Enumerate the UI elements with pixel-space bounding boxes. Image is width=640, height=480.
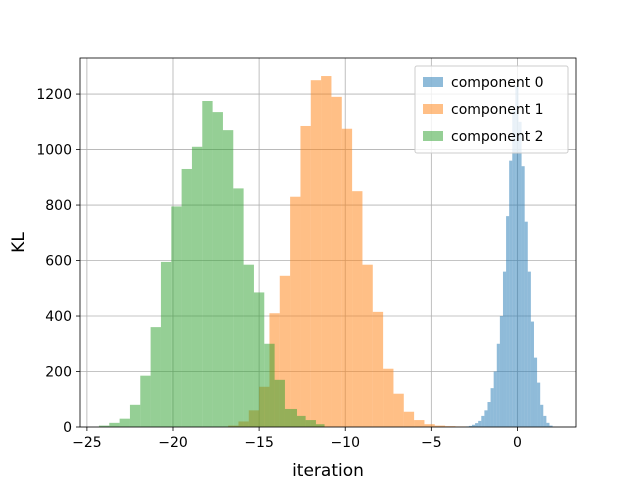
- histogram-bar: [512, 110, 516, 427]
- y-tick-label: 800: [45, 198, 72, 214]
- y-tick-label: 400: [45, 309, 72, 325]
- histogram-bar: [212, 112, 223, 427]
- y-tick-label: 200: [45, 365, 72, 381]
- histogram-bar: [521, 166, 525, 427]
- histogram-bar: [537, 382, 541, 427]
- legend-box: [414, 65, 569, 154]
- histogram-bar: [150, 327, 161, 427]
- histogram-bar: [129, 404, 141, 427]
- histogram-bar: [468, 425, 472, 427]
- histogram-bar: [243, 264, 254, 427]
- x-axis-label: iteration: [292, 461, 364, 480]
- histogram-bar: [300, 125, 311, 427]
- histogram-bar: [499, 316, 503, 427]
- histogram-bar: [233, 188, 244, 427]
- histogram-bar: [434, 425, 446, 427]
- histogram-bar: [496, 343, 500, 427]
- histogram-bar: [518, 121, 522, 428]
- x-tick-label: 0: [513, 435, 522, 451]
- histogram-bar: [181, 168, 192, 427]
- histogram-bar: [290, 196, 301, 427]
- x-tick-label: −25: [72, 435, 102, 451]
- legend: component 0 component 1 component 2: [414, 65, 569, 154]
- histogram-bar: [530, 321, 534, 427]
- histogram-bar: [305, 420, 316, 427]
- histogram-bar: [445, 426, 456, 427]
- histogram-bar: [543, 415, 547, 427]
- legend-label: component 2: [451, 129, 544, 145]
- histogram-bar: [315, 424, 325, 427]
- series-2-bars: [98, 101, 325, 428]
- histogram-bar: [98, 425, 110, 427]
- histogram-bar: [490, 388, 494, 427]
- histogram-bar: [403, 411, 415, 427]
- histogram-bar: [140, 375, 151, 427]
- histogram-bar: [109, 422, 120, 427]
- axis-ticks: −25 −20 −15 −10 −5 0 0 200 400 600 800 1000 1200: [36, 87, 522, 451]
- histogram-bar: [487, 402, 491, 427]
- histogram-bar: [506, 216, 510, 427]
- histogram-bar: [321, 76, 332, 427]
- y-tick-label: 1200: [36, 87, 72, 103]
- plot-area-frame: [79, 57, 577, 428]
- legend-swatch: [423, 77, 443, 87]
- histogram-bar: [119, 418, 130, 427]
- histogram-bar: [383, 368, 394, 427]
- histogram-bar: [424, 424, 435, 427]
- histogram-bar: [471, 424, 476, 427]
- histogram-bar: [372, 311, 384, 427]
- histogram-bar: [264, 343, 275, 427]
- histogram-bar: [202, 101, 213, 428]
- histogram-bar: [524, 221, 528, 427]
- histogram-bar: [549, 425, 553, 427]
- histogram-bar: [515, 85, 519, 428]
- histogram-bar: [527, 271, 531, 427]
- histogram-bar: [540, 404, 544, 427]
- histogram-bar: [362, 264, 373, 427]
- histogram-bar: [341, 128, 353, 428]
- histogram-bar: [533, 357, 538, 427]
- x-tick-label: −10: [330, 435, 360, 451]
- legend-swatch: [423, 131, 443, 141]
- histogram-bar: [279, 275, 291, 427]
- x-tick-label: −20: [158, 435, 188, 451]
- histogram-bar: [478, 420, 482, 427]
- histogram-bar: [393, 393, 404, 427]
- histogram-bar: [414, 420, 425, 427]
- histogram-bar: [171, 206, 182, 427]
- histogram-bar: [509, 160, 513, 428]
- histogram-bar: [502, 271, 507, 427]
- histogram-bar: [484, 410, 488, 427]
- y-tick-label: 0: [63, 420, 72, 436]
- histogram-bar: [331, 96, 342, 427]
- histogram-bar: [297, 415, 306, 427]
- y-tick-label: 1000: [36, 143, 72, 159]
- legend-swatch: [423, 104, 443, 114]
- histogram-bar: [274, 379, 285, 427]
- y-tick-label: 600: [45, 254, 72, 270]
- legend-label: component 0: [451, 75, 544, 91]
- histogram-bars: [98, 76, 553, 428]
- histogram-bar: [493, 371, 497, 427]
- histogram-bar: [475, 423, 479, 427]
- histogram-bar: [546, 422, 550, 427]
- histogram-bar: [481, 415, 485, 427]
- x-tick-label: −5: [421, 435, 442, 451]
- legend-label: component 1: [451, 102, 544, 118]
- x-tick-label: −15: [244, 435, 274, 451]
- series-0-bars: [465, 85, 553, 428]
- histogram-bar: [352, 191, 363, 427]
- histogram-bar: [222, 130, 234, 427]
- histogram-bar: [191, 146, 203, 427]
- histogram-bar: [284, 408, 297, 427]
- histogram-bar: [160, 261, 172, 427]
- histogram-bar: [310, 80, 322, 427]
- histogram-bar: [269, 313, 280, 427]
- histogram-bar: [253, 292, 265, 427]
- y-axis-label: KL: [9, 232, 29, 253]
